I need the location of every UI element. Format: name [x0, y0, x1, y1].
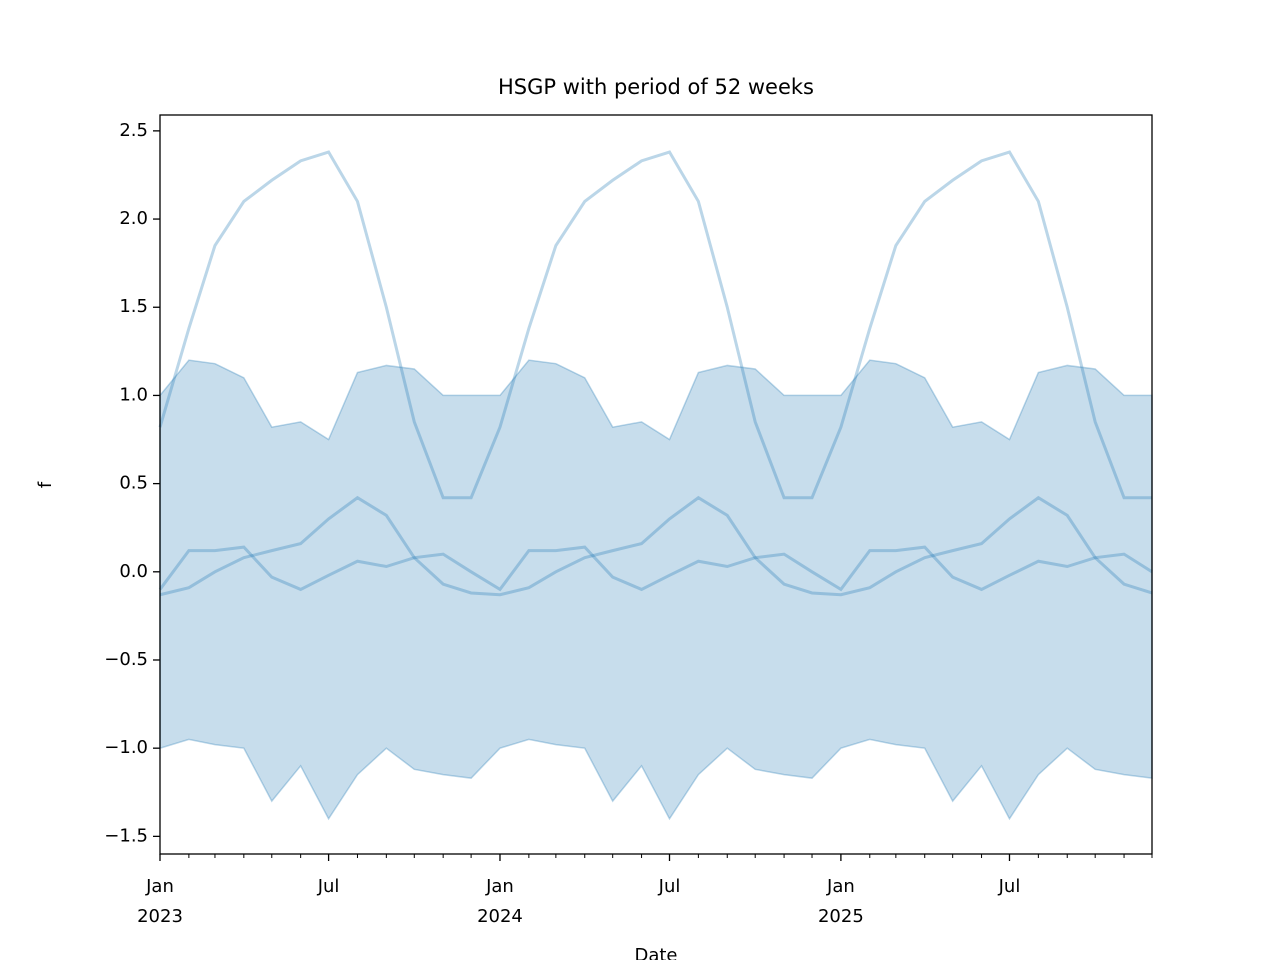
x-tick-label: Jan 2024 — [477, 876, 523, 927]
x-tick-label: Jul — [998, 876, 1021, 897]
y-tick-label: −0.5 — [104, 649, 148, 670]
y-tick-label: 2.5 — [119, 120, 148, 141]
chart-title: HSGP with period of 52 weeks — [498, 75, 814, 99]
x-tick-label: Jan 2025 — [817, 876, 864, 927]
y-axis-label: f — [35, 481, 56, 488]
y-tick-label: 2.0 — [119, 208, 148, 229]
hdi-band — [159, 359, 1153, 821]
y-tick-label: −1.0 — [104, 737, 148, 758]
y-tick-label: 0.5 — [119, 473, 148, 494]
x-tick-label: Jan 2023 — [137, 876, 183, 927]
x-tick-label: Jul — [317, 876, 340, 897]
y-tick-label: 1.0 — [119, 384, 148, 405]
sample-line — [158, 545, 1153, 592]
y-tick-label: 1.5 — [119, 296, 148, 317]
x-tick-label: Jul — [658, 876, 681, 897]
sample-line — [158, 150, 1152, 500]
sample-line — [159, 495, 1153, 597]
x-axis-label: Date — [634, 945, 677, 960]
y-tick-label: −1.5 — [104, 825, 148, 846]
y-tick-label: 0.0 — [119, 561, 148, 582]
plot-frame — [159, 114, 1153, 855]
